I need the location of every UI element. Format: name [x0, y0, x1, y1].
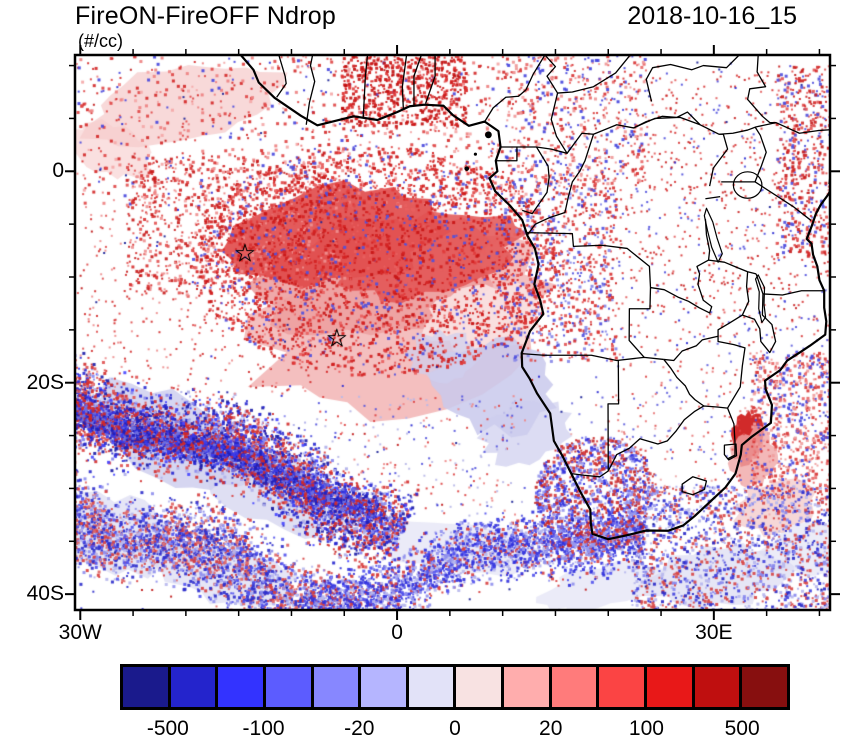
x-tick-label: 0	[391, 621, 403, 644]
country-border	[763, 291, 824, 295]
map-plot-area: ☆ ☆	[75, 55, 830, 610]
country-border	[748, 272, 756, 274]
country-border	[306, 55, 314, 125]
colorbar-tick-label: -100	[242, 717, 285, 740]
island-dot	[485, 131, 492, 139]
island-star-marker: ☆	[233, 239, 257, 268]
colorbar-cell	[644, 667, 692, 707]
country-border	[571, 361, 618, 477]
country-border	[755, 127, 766, 182]
colorbar-cell	[596, 667, 645, 707]
country-border	[829, 150, 830, 184]
country-border	[664, 359, 704, 406]
country-border	[551, 93, 567, 153]
lake-outline	[756, 275, 766, 323]
country-border	[646, 55, 739, 102]
timestamp-label: 2018-10-16_15	[627, 2, 797, 30]
country-border	[608, 406, 735, 471]
y-tick-label: 0	[52, 159, 64, 183]
country-border	[522, 147, 549, 214]
colorbar-tick-label: 0	[449, 717, 461, 740]
colorbar-cell	[262, 667, 311, 707]
country-border	[485, 55, 545, 122]
units-label: (#/cc)	[78, 31, 123, 51]
colorbar-cell	[501, 667, 549, 707]
country-border	[718, 272, 749, 336]
country-border	[426, 55, 436, 104]
country-border	[650, 260, 747, 313]
country-border	[710, 134, 728, 186]
colorbar-cell	[358, 667, 406, 707]
country-border	[742, 274, 775, 353]
country-border	[545, 55, 633, 93]
lake-outline	[733, 172, 762, 198]
colorbar-tick-label: 100	[628, 717, 664, 740]
colorbar-tick-label: 20	[539, 717, 563, 740]
colorbar-tick-label: -20	[344, 717, 375, 740]
x-tick-label: 30W	[58, 621, 102, 644]
coastline	[241, 55, 830, 539]
country-border	[277, 55, 287, 97]
island-dot	[464, 166, 470, 171]
country-border	[719, 127, 756, 134]
country-border	[755, 182, 811, 221]
coastline-borders-layer	[75, 55, 830, 610]
plot-title: FireON-FireOFF Ndrop	[75, 2, 336, 30]
colorbar-tick-label: 500	[724, 717, 760, 740]
colorbar-cell	[691, 667, 740, 707]
country-border	[363, 55, 367, 117]
colorbar-cell	[215, 667, 263, 707]
country-border	[756, 123, 830, 134]
country-border	[402, 55, 406, 110]
y-tick-label: 20S	[26, 370, 64, 394]
country-border	[414, 55, 421, 106]
colorbar-cell	[548, 667, 597, 707]
y-tick-label: 40S	[26, 582, 64, 606]
colorbar-cell	[123, 667, 168, 707]
island-dot	[473, 152, 477, 156]
colorbar	[120, 664, 790, 710]
colorbar-cell	[739, 667, 787, 707]
country-border	[682, 477, 706, 495]
country-border	[634, 112, 701, 128]
country-border	[526, 233, 651, 358]
country-border	[705, 197, 720, 199]
country-border	[517, 133, 594, 153]
island-star-marker: ☆	[325, 324, 349, 353]
colorbar-cell	[453, 667, 502, 707]
colorbar-tick-label: -500	[146, 717, 189, 740]
country-border	[664, 336, 745, 408]
country-border	[748, 55, 777, 123]
colorbar-cell	[405, 667, 454, 707]
colorbar-cell	[167, 667, 216, 707]
x-tick-label: 30E	[695, 621, 733, 644]
colorbar-cell	[310, 667, 359, 707]
